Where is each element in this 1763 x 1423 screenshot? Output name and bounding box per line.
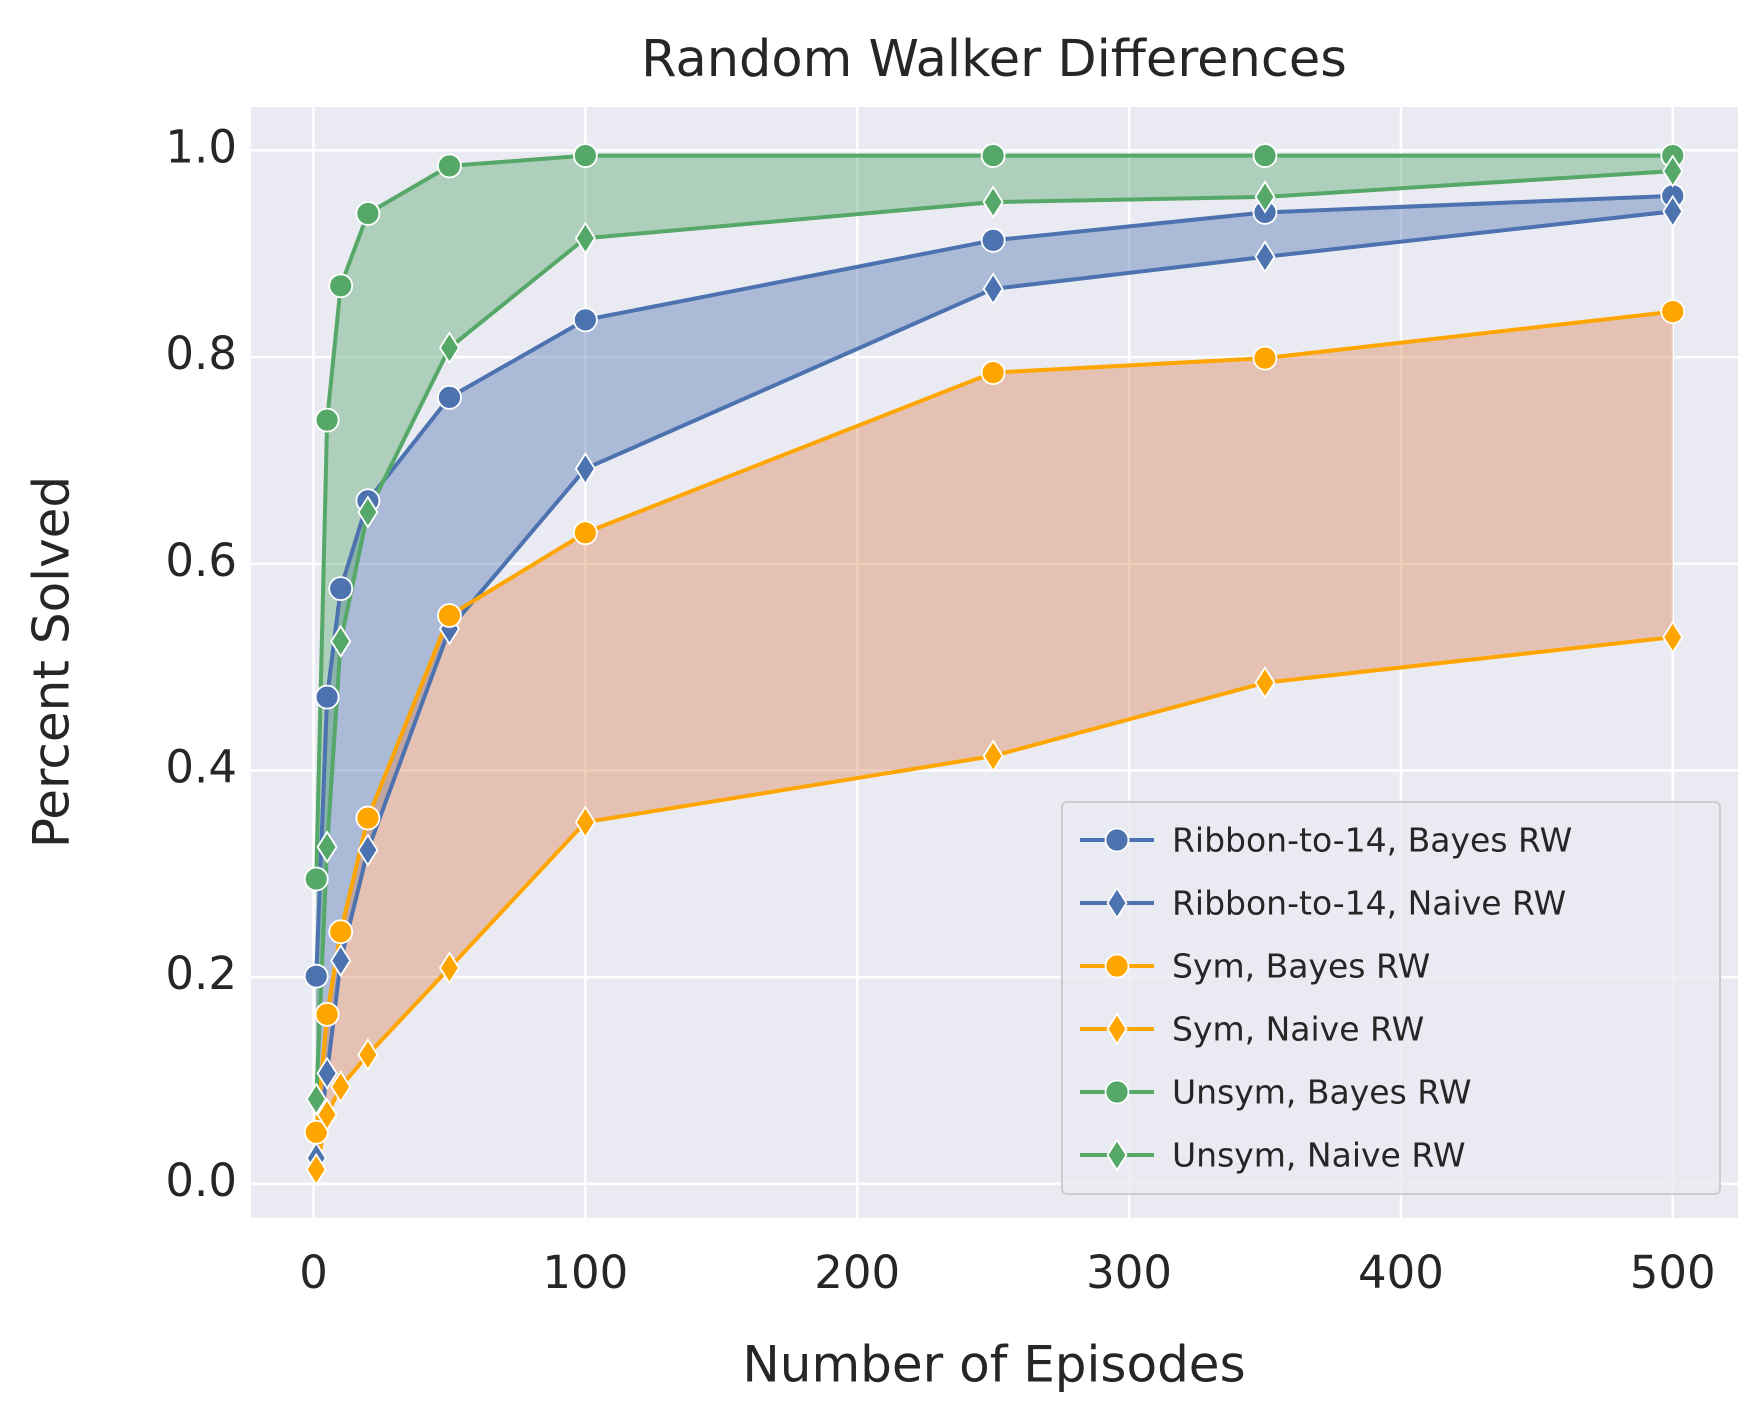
marker — [1660, 299, 1686, 325]
marker — [572, 143, 598, 168]
marker — [1662, 620, 1684, 654]
legend-label: Sym, Naive RW — [1172, 1010, 1424, 1049]
marker — [314, 684, 340, 710]
y-tick-label: 0.4 — [165, 740, 237, 793]
marker — [330, 624, 352, 658]
marker — [437, 603, 462, 628]
x-tick-label: 300 — [1086, 1246, 1172, 1299]
marker — [1252, 143, 1278, 168]
marker — [982, 272, 1004, 306]
marker — [437, 385, 462, 410]
marker — [982, 739, 1004, 773]
marker — [330, 943, 352, 978]
marker — [1106, 886, 1128, 920]
marker — [357, 1038, 379, 1072]
marker — [303, 963, 329, 989]
legend: Ribbon-to-14, Bayes RW Ribbon-to-14, Naiv… — [1061, 801, 1721, 1195]
marker — [305, 1082, 327, 1116]
marker — [316, 1056, 338, 1090]
marker — [1662, 154, 1684, 188]
marker — [438, 331, 461, 365]
marker — [355, 805, 381, 831]
marker — [1254, 240, 1276, 274]
marker — [328, 576, 354, 602]
marker — [572, 520, 598, 546]
y-tick-label: 0.8 — [165, 327, 237, 380]
x-tick-label: 0 — [299, 1246, 328, 1299]
marker — [328, 273, 354, 299]
x-tick-label: 500 — [1630, 1246, 1716, 1299]
marker — [328, 919, 354, 945]
marker — [1254, 665, 1276, 700]
marker — [355, 201, 381, 226]
y-tick-label: 0.6 — [165, 534, 237, 587]
marker — [357, 495, 379, 529]
y-tick-label: 1.0 — [165, 120, 237, 173]
marker — [303, 866, 329, 892]
chart-title: Random Walker Differences — [641, 30, 1347, 89]
marker — [1104, 1079, 1130, 1105]
marker — [982, 185, 1004, 219]
marker — [438, 951, 461, 985]
legend-label: Sym, Bayes RW — [1172, 947, 1430, 986]
legend-label: Unsym, Naive RW — [1172, 1136, 1466, 1175]
marker — [980, 227, 1006, 253]
marker — [314, 407, 340, 433]
marker — [980, 143, 1006, 168]
legend-box — [1061, 801, 1721, 1195]
legend-label: Ribbon-to-14, Naive RW — [1172, 884, 1566, 923]
fill-band — [316, 311, 1673, 1170]
grid — [251, 107, 1738, 1218]
marker — [316, 830, 338, 864]
legend-label: Unsym, Bayes RW — [1172, 1073, 1472, 1112]
y-tick-label: 0.2 — [165, 947, 237, 1000]
marker — [330, 1070, 352, 1104]
x-axis-label: Number of Episodes — [742, 1336, 1245, 1394]
marker — [574, 221, 596, 255]
marker — [1104, 827, 1130, 853]
marker — [574, 452, 596, 486]
marker — [314, 1002, 340, 1027]
marker — [305, 1152, 327, 1187]
marker — [437, 153, 462, 179]
x-tick-label: 200 — [814, 1246, 900, 1299]
marker — [1662, 194, 1684, 229]
marker — [572, 307, 598, 333]
y-tick-label: 0.0 — [165, 1154, 237, 1207]
marker — [574, 805, 596, 839]
legend-label: Ribbon-to-14, Bayes RW — [1172, 821, 1572, 860]
marker — [980, 360, 1006, 386]
fill-band — [316, 155, 1673, 1100]
y-axis-label: Percent Solved — [23, 476, 81, 848]
marker — [316, 1097, 338, 1132]
marker — [1254, 180, 1276, 214]
x-tick-label: 100 — [542, 1246, 628, 1299]
marker — [1252, 345, 1278, 371]
marker — [357, 833, 379, 867]
marker — [1104, 953, 1130, 979]
marker — [303, 1119, 329, 1145]
marker — [1106, 1138, 1128, 1172]
marker — [1106, 1012, 1128, 1046]
x-tick-label: 400 — [1358, 1246, 1444, 1299]
lines — [303, 143, 1686, 1187]
